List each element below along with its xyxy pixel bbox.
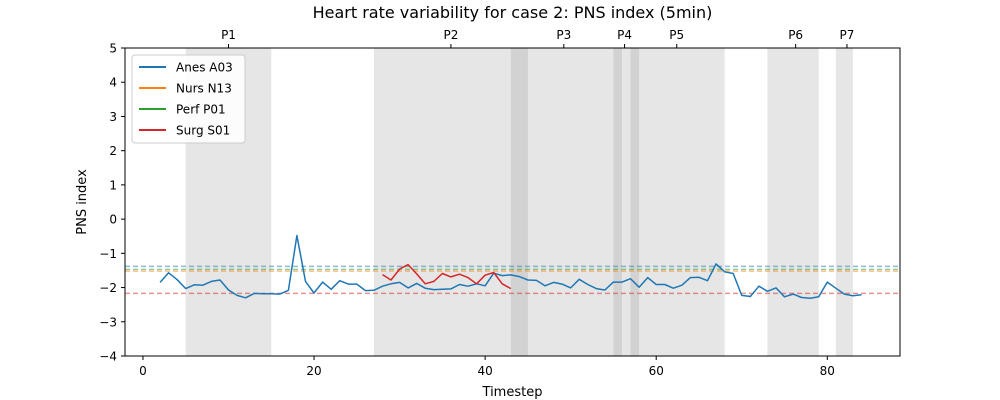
y-tick-label: 2	[109, 144, 117, 158]
phase-band	[373, 48, 528, 356]
y-tick-label: −3	[99, 315, 117, 329]
series-line	[382, 263, 512, 290]
x-tick-label: 60	[649, 364, 664, 378]
legend-label: Nurs N13	[176, 82, 232, 96]
x-tick-label: 0	[139, 364, 147, 378]
x-axis-ticks: 0 20 40 60 80	[139, 356, 835, 378]
phase-label: P4	[617, 28, 632, 42]
y-tick-label: 4	[109, 76, 117, 90]
y-tick-label: −2	[99, 281, 117, 295]
legend-box	[131, 54, 246, 144]
phase-band	[835, 48, 853, 356]
x-tick-label: 80	[820, 364, 835, 378]
phase-label: P3	[556, 28, 571, 42]
phase-label: P1	[221, 28, 236, 42]
legend-label: Surg S01	[176, 124, 230, 138]
x-tick-label: 40	[477, 364, 492, 378]
y-tick-label: 1	[109, 178, 117, 192]
series-lines	[159, 234, 862, 299]
phase-label: P2	[443, 28, 458, 42]
phase-label: P5	[669, 28, 684, 42]
plot-frame	[124, 47, 901, 357]
y-tick-label: −4	[99, 350, 117, 364]
y-tick-label: −1	[99, 247, 117, 261]
phase-band	[630, 48, 725, 356]
y-tick-label: 0	[109, 213, 117, 227]
legend-label: Perf P01	[176, 103, 226, 117]
phase-bands	[185, 48, 853, 356]
x-tick-label: 20	[306, 364, 321, 378]
y-tick-label: 5	[109, 42, 117, 56]
y-axis-label: PNS index	[75, 169, 90, 235]
phase-label: P6	[788, 28, 803, 42]
phase-band	[767, 48, 819, 356]
phase-labels: P1 P2 P3 P4 P5 P6 P7	[221, 28, 854, 48]
phase-band	[510, 48, 622, 356]
phase-label: P7	[840, 28, 855, 42]
phase-band	[613, 48, 640, 356]
series-line	[159, 234, 862, 299]
x-axis-label: Timestep	[482, 385, 543, 400]
y-axis-ticks: −4 −3 −2 −1 0 1 2 3 4 5	[99, 42, 125, 364]
legend: Anes A03 Nurs N13 Perf P01 Surg S01	[131, 54, 246, 144]
y-tick-label: 3	[109, 110, 117, 124]
chart-title: Heart rate variability for case 2: PNS i…	[313, 3, 713, 22]
legend-label: Anes A03	[176, 61, 233, 75]
